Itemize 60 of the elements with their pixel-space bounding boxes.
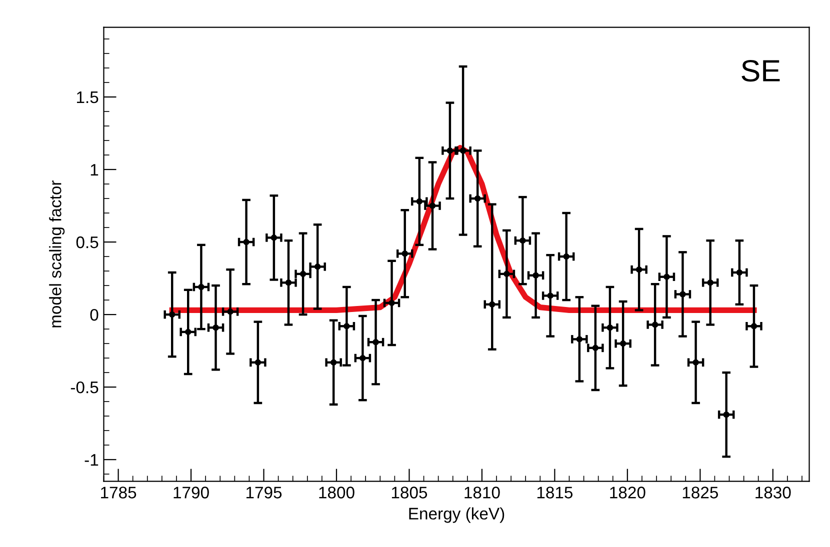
y-tick-label: 0 bbox=[90, 308, 98, 321]
x-tick-label: 1785 bbox=[101, 486, 136, 498]
x-tick-label: 1800 bbox=[319, 486, 354, 498]
point bbox=[606, 324, 614, 331]
point bbox=[474, 195, 481, 202]
x-tick-label: 1805 bbox=[392, 486, 428, 498]
x-tick-label: 1790 bbox=[174, 486, 209, 498]
x-tick-label: 1830 bbox=[756, 486, 791, 498]
point bbox=[723, 412, 730, 418]
point bbox=[270, 234, 278, 241]
point bbox=[330, 359, 337, 366]
point bbox=[446, 148, 454, 154]
point bbox=[402, 250, 408, 257]
point bbox=[344, 323, 350, 330]
point bbox=[243, 238, 250, 246]
point bbox=[460, 148, 466, 154]
x-axis-title: Energy (keV) bbox=[409, 507, 504, 523]
point bbox=[168, 311, 176, 318]
point bbox=[750, 323, 758, 330]
point bbox=[736, 269, 743, 276]
point bbox=[520, 237, 526, 244]
y-tick-label: 1.5 bbox=[76, 92, 98, 104]
point bbox=[489, 301, 496, 308]
x-tick-label: 1820 bbox=[610, 486, 646, 498]
annotation: SE bbox=[742, 60, 780, 82]
point bbox=[300, 270, 306, 278]
y-tick-label: -0.5 bbox=[70, 381, 98, 394]
point bbox=[636, 266, 642, 273]
point bbox=[372, 338, 379, 346]
point bbox=[227, 308, 234, 315]
point bbox=[212, 324, 219, 331]
x-tick-label: 1825 bbox=[682, 486, 718, 498]
point bbox=[563, 253, 570, 260]
point bbox=[416, 198, 423, 205]
point bbox=[388, 300, 395, 306]
point bbox=[254, 359, 262, 366]
point bbox=[680, 291, 686, 298]
point bbox=[547, 292, 554, 299]
point bbox=[620, 340, 626, 347]
point bbox=[692, 359, 699, 366]
point bbox=[504, 270, 510, 278]
point bbox=[707, 280, 714, 286]
point bbox=[664, 274, 670, 280]
point bbox=[285, 280, 292, 286]
point bbox=[184, 328, 192, 336]
point bbox=[592, 344, 599, 352]
x-tick-label: 1810 bbox=[464, 486, 500, 498]
point bbox=[360, 354, 366, 362]
x-tick-label: 1815 bbox=[537, 486, 573, 498]
y-tick-label: -1 bbox=[84, 454, 98, 466]
point bbox=[576, 336, 583, 342]
point bbox=[198, 284, 204, 290]
y-tick-label: 1 bbox=[90, 164, 98, 176]
point bbox=[429, 202, 436, 209]
point bbox=[314, 264, 321, 270]
point bbox=[532, 272, 539, 279]
y-axis-title: model scaling factor bbox=[49, 180, 65, 328]
point bbox=[652, 322, 658, 328]
x-tick-label: 1795 bbox=[246, 486, 282, 498]
y-tick-label: 0.5 bbox=[76, 236, 98, 248]
